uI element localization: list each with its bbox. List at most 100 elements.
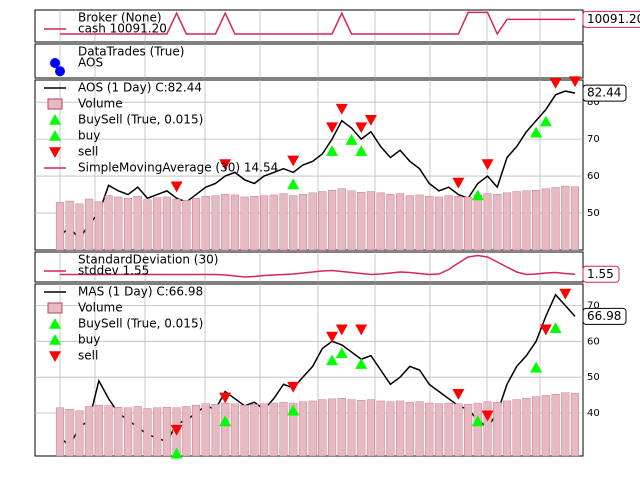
value-tag-label: 10091.20 bbox=[587, 12, 640, 26]
volume-bar bbox=[347, 190, 356, 251]
volume-bar bbox=[65, 409, 74, 457]
legend-entry: buy bbox=[78, 333, 100, 347]
volume-bar bbox=[172, 198, 181, 251]
volume-bar bbox=[405, 402, 414, 457]
volume-bar bbox=[123, 198, 133, 251]
volume-bar bbox=[522, 190, 531, 251]
volume-bar bbox=[55, 202, 65, 251]
volume-bar bbox=[75, 410, 84, 457]
volume-bar bbox=[104, 195, 113, 251]
volume-bar bbox=[415, 401, 424, 457]
volume-bar bbox=[357, 400, 366, 457]
legend-entry: SimpleMovingAverage (30) 14.54 bbox=[78, 161, 278, 175]
volume-bar bbox=[221, 194, 230, 251]
sell-marker bbox=[355, 122, 368, 134]
buy-marker bbox=[219, 415, 232, 427]
buy-marker bbox=[355, 145, 368, 156]
volume-bar bbox=[230, 403, 239, 457]
volume-bar bbox=[337, 398, 346, 457]
volume-bar bbox=[366, 399, 375, 457]
sell-marker bbox=[569, 76, 581, 88]
buy-marker bbox=[549, 322, 562, 334]
sell-marker bbox=[452, 177, 465, 189]
volume-bar bbox=[318, 399, 327, 457]
volume-bar bbox=[269, 402, 278, 457]
volume-bar bbox=[570, 186, 580, 251]
buy-marker bbox=[170, 447, 183, 459]
volume-bar bbox=[532, 190, 541, 251]
volume-bar bbox=[522, 398, 531, 457]
volume-bar bbox=[143, 199, 152, 251]
volume-bar bbox=[230, 194, 239, 251]
volume-bar bbox=[192, 404, 201, 457]
sell-marker bbox=[549, 77, 562, 89]
y-tick-label: 80 bbox=[587, 97, 600, 108]
legend-entry: AOS bbox=[78, 56, 103, 70]
volume-bar bbox=[308, 400, 317, 457]
sell-marker bbox=[335, 324, 348, 336]
legend-entry: buy bbox=[78, 129, 100, 143]
buy-marker bbox=[345, 134, 358, 145]
volume-bar bbox=[114, 407, 123, 457]
buy-marker bbox=[471, 415, 484, 427]
volume-bar bbox=[512, 191, 521, 251]
volume-bar bbox=[473, 194, 482, 251]
volume-bar bbox=[512, 399, 521, 457]
volume-bar bbox=[211, 195, 220, 251]
sell-marker bbox=[452, 389, 465, 400]
sell-marker bbox=[539, 324, 552, 336]
buy-marker bbox=[335, 347, 348, 359]
buy-marker bbox=[287, 404, 300, 416]
volume-bar bbox=[201, 403, 210, 457]
legend-entry: BuySell (True, 0.015) bbox=[78, 317, 203, 331]
volume-bar bbox=[493, 194, 502, 251]
sell-marker bbox=[219, 392, 232, 404]
sell-marker bbox=[326, 122, 339, 134]
volume-bar bbox=[454, 196, 463, 251]
volume-bar bbox=[337, 188, 346, 251]
legend-icon bbox=[49, 318, 61, 329]
y-tick-label: 50 bbox=[587, 372, 600, 383]
legend-icon bbox=[50, 58, 60, 68]
value-tag-label: 66.98 bbox=[587, 309, 621, 323]
volume-bar bbox=[561, 185, 570, 251]
volume-bar bbox=[182, 406, 191, 457]
volume-bar bbox=[279, 402, 288, 457]
volume-bar bbox=[483, 401, 492, 457]
volume-bar bbox=[308, 192, 317, 251]
volume-bar bbox=[65, 200, 74, 251]
volume-bar bbox=[454, 403, 463, 457]
sell-marker bbox=[219, 159, 232, 171]
legend-icon bbox=[49, 130, 61, 141]
volume-bar bbox=[162, 196, 171, 251]
series-line bbox=[59, 90, 576, 241]
volume-bar bbox=[85, 198, 94, 251]
buy-marker bbox=[287, 178, 300, 190]
volume-bar bbox=[153, 197, 162, 251]
y-tick-label: 60 bbox=[587, 171, 600, 182]
volume-bar bbox=[94, 404, 103, 457]
volume-bar bbox=[405, 195, 414, 251]
volume-bar bbox=[502, 400, 512, 457]
volume-bar bbox=[153, 407, 162, 457]
volume-bar bbox=[493, 402, 502, 457]
volume-bar bbox=[201, 196, 210, 251]
volume-bar bbox=[444, 195, 453, 251]
volume-bar bbox=[75, 203, 84, 251]
series-line bbox=[60, 254, 576, 278]
volume-bar bbox=[55, 407, 65, 457]
buy-marker bbox=[326, 354, 339, 366]
volume-bar bbox=[162, 407, 171, 457]
volume-bar bbox=[260, 195, 269, 251]
trade-marker bbox=[55, 66, 65, 77]
y-tick-label: 40 bbox=[587, 408, 600, 419]
volume-bar bbox=[386, 401, 395, 457]
legend-entry: BuySell (True, 0.015) bbox=[78, 113, 203, 127]
legend-entry: stddev 1.55 bbox=[78, 264, 149, 278]
value-tag bbox=[582, 10, 640, 28]
volume-bar bbox=[532, 396, 541, 457]
volume-bar bbox=[318, 191, 327, 251]
value-tag bbox=[582, 84, 627, 102]
volume-bar bbox=[182, 200, 191, 251]
